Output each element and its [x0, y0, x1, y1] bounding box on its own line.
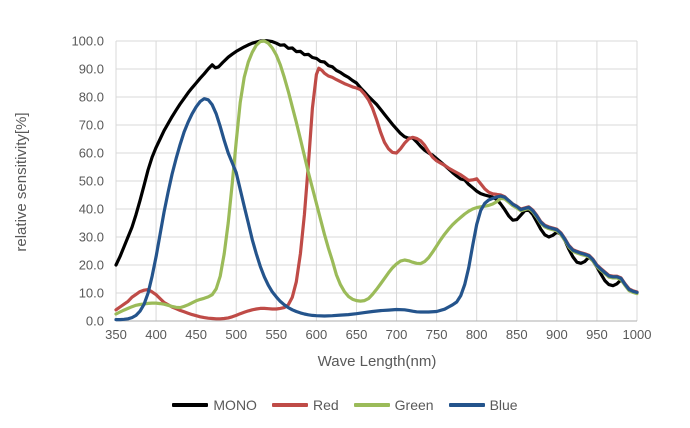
x-tick-label: 400	[145, 327, 167, 342]
legend-swatch-red	[271, 403, 308, 407]
x-tick-label: 650	[346, 327, 368, 342]
y-tick-label: 20.0	[79, 258, 104, 273]
series-lines	[114, 39, 639, 322]
x-tick-label: 500	[225, 327, 247, 342]
y-tick-label: 30.0	[79, 230, 104, 245]
x-tick-label: 850	[506, 327, 528, 342]
legend-swatch-green	[353, 403, 390, 407]
x-tick-label: 550	[265, 327, 287, 342]
series-line-blue	[114, 97, 639, 322]
legend-label-mono: MONO	[213, 397, 257, 413]
legend-item-blue: Blue	[448, 397, 518, 413]
legend-item-mono: MONO	[172, 398, 257, 412]
x-tick-label: 900	[546, 327, 568, 342]
y-tick-label: 90.0	[79, 62, 104, 77]
y-tick-label: 80.0	[79, 90, 104, 105]
y-tick-label: 40.0	[79, 202, 104, 217]
x-tick-label: 750	[426, 327, 448, 342]
y-tick-label: 50.0	[79, 174, 104, 189]
legend-item-red: Red	[271, 397, 339, 413]
series-line-mono	[114, 39, 639, 294]
legend-label-blue: Blue	[489, 397, 518, 413]
x-tick-label: 350	[105, 327, 127, 342]
x-tick-label: 800	[466, 327, 488, 342]
legend-label-green: Green	[394, 397, 434, 413]
tick-labels: 0.0 10.0 20.0 30.0 40.0 50.0 60.0 70.0 80.0 90.0 1…	[71, 34, 651, 343]
y-tick-label: 10.0	[79, 286, 104, 301]
x-axis-title: Wave Length(nm)	[318, 353, 437, 370]
x-tick-label: 600	[306, 327, 328, 342]
y-tick-label: 60.0	[79, 146, 104, 161]
legend: MONO Red Green Blue	[0, 395, 690, 415]
legend-swatch-blue	[448, 403, 485, 407]
legend-swatch-mono	[172, 403, 209, 407]
y-tick-label: 70.0	[79, 118, 104, 133]
legend-item-green: Green	[353, 397, 434, 413]
legend-label-red: Red	[312, 397, 339, 413]
y-tick-label: 100.0	[71, 34, 104, 49]
y-tick-label: 0.0	[86, 314, 104, 329]
x-tick-label: 700	[386, 327, 408, 342]
x-tick-label: 950	[586, 327, 608, 342]
series-line-green	[114, 39, 639, 316]
gridlines	[115, 40, 638, 322]
x-tick-label: 450	[185, 327, 207, 342]
y-axis-title: relative sensitivity[%]	[13, 112, 30, 251]
x-tick-label: 1000	[623, 327, 652, 342]
